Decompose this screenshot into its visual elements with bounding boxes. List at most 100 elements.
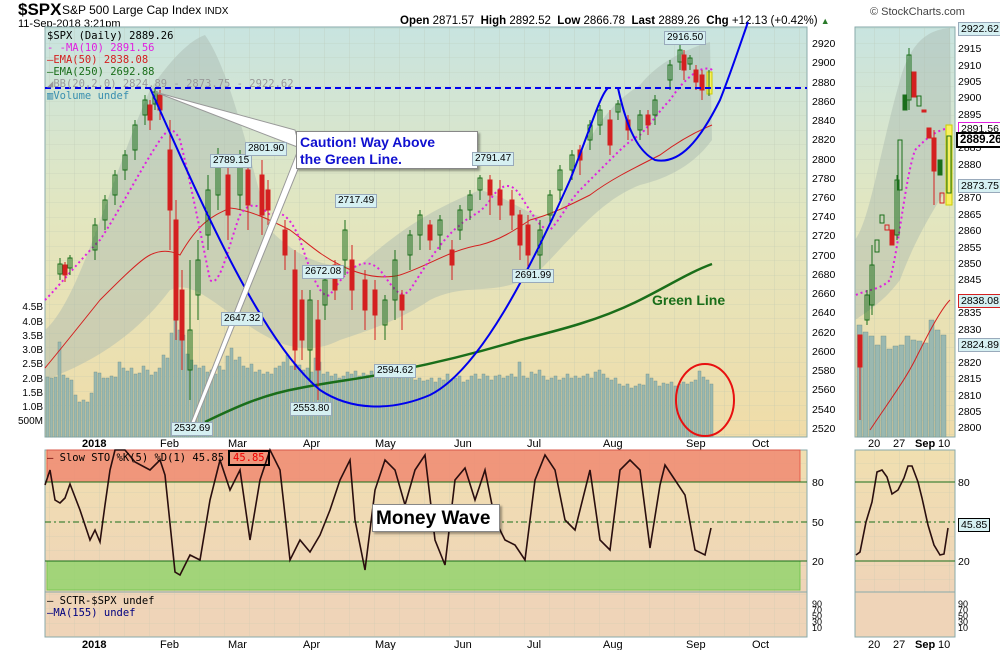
svg-text:2660: 2660 [812,288,836,300]
svg-text:2920: 2920 [812,38,836,50]
svg-text:2620: 2620 [812,327,836,339]
svg-text:20: 20 [958,556,970,568]
svg-text:2018: 2018 [82,438,106,450]
up-arrow-icon: ▲ [820,16,830,26]
svg-text:2820: 2820 [812,134,836,146]
svg-text:2915: 2915 [958,43,982,55]
legend-volume: ▥Volume undef [47,90,130,102]
caution-callout: Caution! Way Above the Green Line. [296,131,478,169]
svg-text:2880: 2880 [958,159,982,171]
price-label: 2691.99 [512,269,555,283]
price-label: 2801.90 [245,142,288,156]
svg-text:2780: 2780 [812,173,836,185]
sto-tag: 45.85 [958,518,991,532]
svg-text:20: 20 [868,438,880,450]
sto-legend: — Slow STO %K(5) %D(1) 45.85 [47,452,225,464]
svg-text:2900: 2900 [958,92,982,104]
svg-text:4.0B: 4.0B [22,317,43,328]
svg-text:1.0B: 1.0B [22,402,43,413]
svg-text:Jul: Jul [527,639,541,650]
svg-text:2760: 2760 [812,192,836,204]
svg-text:2860: 2860 [812,96,836,108]
svg-text:2820: 2820 [958,357,982,369]
svg-text:Sep: Sep [686,438,706,450]
svg-text:10: 10 [958,623,968,633]
svg-text:20: 20 [868,639,880,650]
svg-text:2855: 2855 [958,242,982,254]
bb-mid-tag: 2873.75 [958,179,1000,193]
svg-text:50: 50 [812,611,822,621]
svg-text:Apr: Apr [303,438,320,450]
svg-text:Aug: Aug [603,639,623,650]
copyright: © StockCharts.com [870,6,965,18]
svg-text:70: 70 [812,605,822,615]
svg-text:2580: 2580 [812,365,836,377]
candles [57,45,713,400]
svg-text:2805: 2805 [958,406,982,418]
svg-text:Mar: Mar [228,438,247,450]
price-legend: $SPX (Daily) 2889.26 - -MA(10) 2891.56 —… [47,30,294,102]
svg-text:2700: 2700 [812,250,836,262]
svg-text:10: 10 [812,623,822,633]
legend-ma10: - -MA(10) 2891.56 [47,42,155,54]
svg-text:2.0B: 2.0B [22,374,43,385]
svg-text:2865: 2865 [958,209,982,221]
svg-text:90: 90 [812,599,822,609]
legend-ema50: —EMA(50) 2838.08 [47,54,149,66]
price-label: 2672.08 [302,265,345,279]
svg-text:2600: 2600 [812,346,836,358]
price-label: 2532.69 [171,422,214,436]
svg-text:Mar: Mar [228,639,247,650]
svg-text:May: May [375,438,396,450]
svg-text:2560: 2560 [812,384,836,396]
svg-text:Jun: Jun [454,438,472,450]
price-label: 2791.47 [472,152,515,166]
price-label: 2647.32 [221,312,264,326]
price-label: 2717.49 [335,194,378,208]
ohlc-bar: Open 2871.57 High 2892.52 Low 2866.78 La… [400,15,830,27]
svg-text:2740: 2740 [812,211,836,223]
svg-text:2910: 2910 [958,60,982,72]
bb-lower-tag: 2824.89 [958,338,1000,352]
svg-text:27: 27 [893,438,905,450]
svg-text:2850: 2850 [958,258,982,270]
legend-bb: ◢BB(20,2.0) 2824.89 - 2873.75 - 2922.62 [47,78,294,90]
svg-text:1.5B: 1.5B [22,388,43,399]
svg-text:Sep: Sep [686,639,706,650]
svg-text:2.5B: 2.5B [22,359,43,370]
svg-text:Sep: Sep [915,438,935,450]
svg-text:2840: 2840 [812,115,836,127]
svg-text:2900: 2900 [812,57,836,69]
svg-text:10: 10 [938,438,950,450]
svg-text:2640: 2640 [812,307,836,319]
svg-text:2680: 2680 [812,269,836,281]
svg-text:2720: 2720 [812,230,836,242]
svg-text:27: 27 [893,639,905,650]
svg-text:Jul: Jul [527,438,541,450]
svg-text:500M: 500M [18,416,43,427]
green-line-label: Green Line [652,292,726,308]
svg-text:Oct: Oct [752,639,769,650]
svg-text:May: May [375,639,396,650]
svg-text:2905: 2905 [958,76,982,88]
svg-text:10: 10 [938,639,950,650]
bb-upper-tag: 2922.62 [958,22,1000,36]
svg-text:2845: 2845 [958,274,982,286]
symbol: $SPX [18,0,62,19]
legend-ema250: —EMA(250) 2692.88 [47,66,155,78]
svg-text:2830: 2830 [958,324,982,336]
svg-text:2835: 2835 [958,307,982,319]
svg-text:2880: 2880 [812,77,836,89]
legend-price: $SPX (Daily) 2889.26 [47,30,174,42]
svg-text:Oct: Oct [752,438,769,450]
svg-text:Feb: Feb [160,438,179,450]
svg-text:2870: 2870 [958,192,982,204]
svg-text:2815: 2815 [958,373,982,385]
svg-text:50: 50 [958,611,968,621]
svg-text:80: 80 [812,477,824,489]
svg-text:90: 90 [958,599,968,609]
svg-text:2810: 2810 [958,390,982,402]
svg-text:Sep: Sep [915,639,935,650]
svg-text:20: 20 [812,556,824,568]
